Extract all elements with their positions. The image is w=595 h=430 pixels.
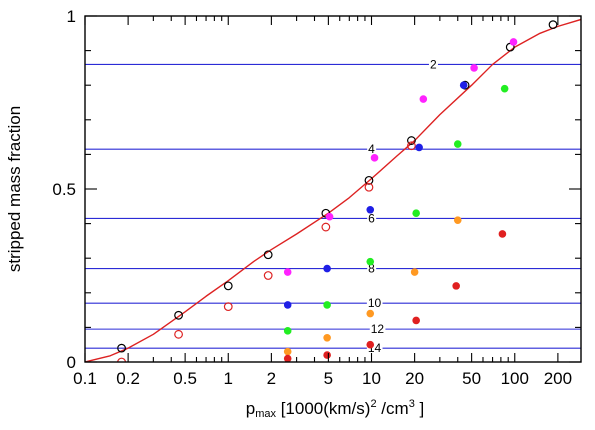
x-tick-label: 0.1 <box>73 369 97 388</box>
filled-circle-point <box>366 340 375 349</box>
open-circle-point <box>407 136 416 145</box>
filled-circle-point <box>452 282 460 290</box>
open-circle-point <box>117 343 126 353</box>
reference-line-label-bg <box>367 142 377 157</box>
open-circle-point <box>117 357 126 362</box>
filled-circle-point <box>283 354 292 362</box>
filled-circle-point <box>366 257 375 266</box>
x-tick-label: 5 <box>324 369 333 388</box>
x-tick-label: 200 <box>544 369 572 388</box>
reference-line-label: 8 <box>368 262 375 276</box>
x-tick-label: 20 <box>405 369 424 388</box>
x-tick-label: 0.2 <box>116 369 140 388</box>
filled-circle-point <box>410 268 419 276</box>
filled-circle-point <box>509 38 518 46</box>
reference-line-label-bg <box>367 261 377 276</box>
y-tick-label: 0 <box>67 353 76 372</box>
open-circle-point <box>174 329 183 339</box>
filled-circle-point <box>283 268 292 276</box>
open-circle-point <box>223 281 233 291</box>
x-tick-label: 10 <box>362 369 381 388</box>
filled-circle-point <box>470 64 478 72</box>
filled-circle-point <box>500 84 509 93</box>
open-circle-point <box>407 141 416 151</box>
x-tick-label: 0.5 <box>173 369 197 388</box>
open-circle-point <box>223 302 233 312</box>
filled-circle-point <box>283 327 292 335</box>
filled-circle-point <box>323 351 331 359</box>
filled-circle-point <box>498 230 507 238</box>
reference-line-label: 12 <box>371 322 385 336</box>
fit-curve-layer <box>85 18 581 362</box>
x-axis-label-rest3: ] <box>415 399 424 418</box>
y-tick-label: 0.5 <box>52 180 76 199</box>
open-circle-point <box>263 250 273 260</box>
x-axis-label-main: p <box>246 399 255 418</box>
filled-circle-point <box>453 140 462 148</box>
plot-frame <box>84 15 582 363</box>
x-axis-label-sup2: 3 <box>409 398 415 410</box>
x-axis-label-rest2: /cm <box>377 399 409 418</box>
open-circle-point <box>548 20 558 30</box>
filled-circle-point <box>459 81 468 89</box>
x-axis-label-rest1: [1000(km/s) <box>276 399 370 418</box>
filled-circle-point <box>283 301 292 309</box>
reference-line-label: 4 <box>368 142 375 156</box>
open-circle-point <box>321 222 331 232</box>
reference-line-label: 6 <box>368 211 375 225</box>
reference-line-label: 10 <box>368 296 382 310</box>
filled-circle-point <box>323 264 331 273</box>
filled-circle-point <box>453 216 462 224</box>
x-tick-label: 100 <box>501 369 529 388</box>
filled-circle-point <box>283 347 292 356</box>
x-axis-label-sub: max <box>255 408 276 420</box>
filled-circle-point <box>325 212 334 221</box>
filled-circle-point <box>366 309 375 318</box>
open-circle-point <box>364 182 374 192</box>
x-axis-label-sup1: 2 <box>370 398 376 410</box>
axis-ticks <box>84 15 581 363</box>
fit-curve <box>85 18 581 362</box>
reference-line-label: 2 <box>430 57 437 71</box>
filled-circle-point <box>370 154 379 162</box>
filled-circle-point <box>323 333 331 342</box>
y-axis-label: stripped mass fraction <box>5 106 24 272</box>
data-points <box>117 20 558 362</box>
filled-circle-point <box>366 205 375 214</box>
x-axis-label: pmax [1000(km/s)2 /cm3 ] <box>246 398 425 420</box>
reference-line-label-bg <box>428 57 438 72</box>
open-circle-point <box>364 175 374 185</box>
y-tick-label: 1 <box>67 7 76 26</box>
x-tick-label: 50 <box>462 369 481 388</box>
x-tick-label: 2 <box>267 369 276 388</box>
x-tick-label: 1 <box>224 369 233 388</box>
reference-line-label-bg <box>367 211 377 226</box>
reference-line-label-bg <box>366 296 383 311</box>
reference-line-label-bg <box>369 322 386 337</box>
filled-circle-point <box>419 95 428 103</box>
open-circle-point <box>174 310 183 320</box>
open-circle-point <box>263 271 273 280</box>
filled-circle-point <box>323 301 331 309</box>
filled-circle-point <box>412 209 420 218</box>
filled-circle-point <box>412 316 420 325</box>
filled-circle-point <box>415 143 423 152</box>
